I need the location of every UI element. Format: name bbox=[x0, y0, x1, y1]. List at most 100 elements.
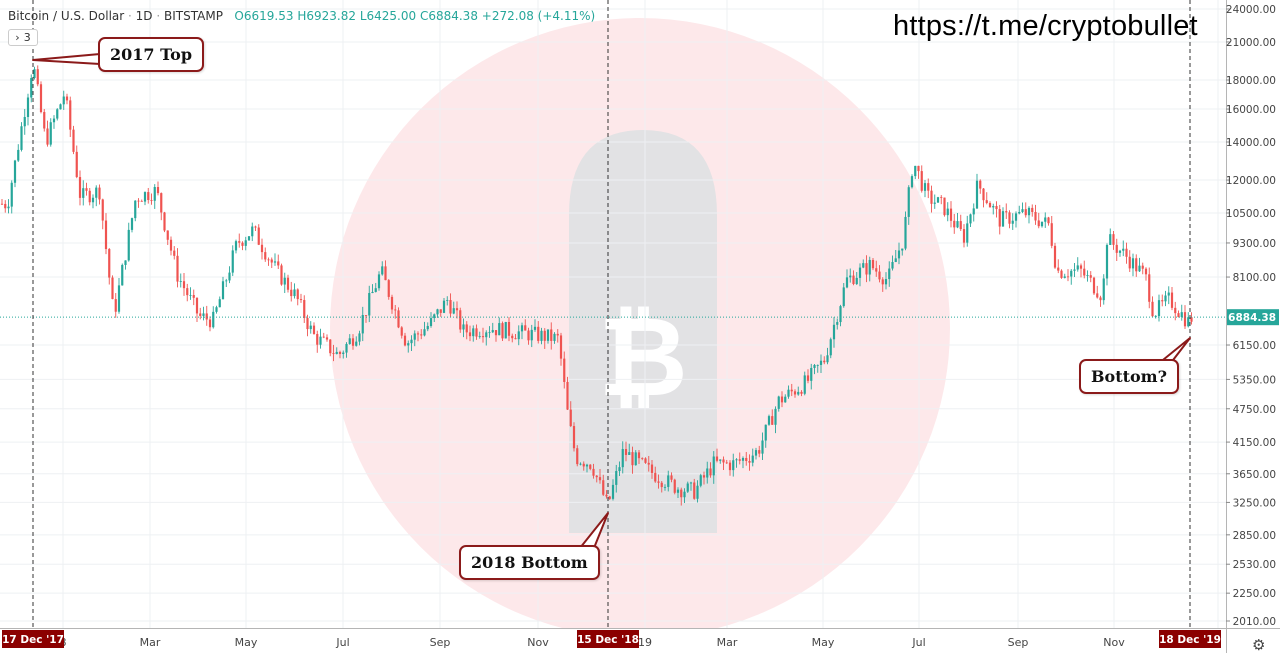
candle-body bbox=[316, 333, 319, 345]
candle-body bbox=[384, 266, 387, 281]
grid-lines bbox=[0, 0, 1226, 628]
candle-body bbox=[426, 325, 429, 330]
exchange-label: BITSTAMP bbox=[164, 9, 223, 23]
candle-body bbox=[319, 336, 322, 345]
last-price-tag bbox=[1227, 309, 1279, 326]
candle-body bbox=[767, 416, 771, 425]
candle-body bbox=[686, 483, 689, 492]
candle-body bbox=[998, 209, 1001, 227]
last-price-label: 6884.38 bbox=[1228, 312, 1276, 324]
y-tick-label: 4150.00 bbox=[1233, 437, 1276, 449]
candle-body bbox=[260, 244, 264, 253]
candle-body bbox=[205, 313, 208, 320]
candle-body bbox=[878, 271, 881, 280]
candle-body bbox=[1018, 211, 1021, 214]
symbol-name[interactable]: Bitcoin / U.S. Dollar bbox=[8, 9, 125, 23]
candle-body bbox=[251, 226, 254, 237]
candle-body bbox=[82, 188, 85, 198]
candle-body bbox=[530, 329, 533, 341]
candle-body bbox=[901, 248, 904, 251]
callout-2018-bottom: 2018 Bottom bbox=[459, 545, 600, 580]
y-tick-label: 2530.00 bbox=[1233, 559, 1276, 571]
candle-body bbox=[667, 475, 670, 487]
x-tick-label: Jul bbox=[911, 636, 925, 649]
candle-body bbox=[111, 277, 114, 300]
candle-body bbox=[670, 475, 673, 480]
candle-body bbox=[56, 109, 59, 119]
candle-body bbox=[455, 308, 459, 311]
candle-body bbox=[1102, 278, 1105, 301]
candle-body bbox=[7, 206, 10, 209]
candle-body bbox=[758, 450, 761, 454]
candle-body bbox=[134, 200, 137, 219]
candle-body bbox=[858, 267, 862, 278]
candle-body bbox=[494, 330, 498, 336]
candle-body bbox=[33, 69, 36, 79]
candle-body bbox=[517, 331, 520, 340]
candle-body bbox=[413, 333, 416, 340]
candle-body bbox=[166, 230, 169, 240]
indicators-toggle-button[interactable]: › 3 bbox=[8, 29, 38, 46]
candle-body bbox=[888, 268, 891, 280]
candle-body bbox=[179, 281, 182, 282]
candle-body bbox=[442, 300, 446, 313]
candle-body bbox=[156, 187, 160, 194]
candle-body bbox=[589, 464, 592, 469]
candle-body bbox=[280, 265, 283, 285]
y-tick-label: 12000.00 bbox=[1226, 175, 1276, 187]
callout-2017-top-pointer bbox=[32, 53, 101, 65]
candle-body bbox=[628, 452, 631, 455]
candle-body bbox=[842, 287, 845, 307]
bullet-watermark: ₿ bbox=[330, 18, 950, 638]
callout-bottom-question: Bottom? bbox=[1079, 359, 1179, 394]
candle-body bbox=[462, 324, 465, 330]
candle-body bbox=[127, 229, 130, 261]
chevron-right-icon: › bbox=[15, 31, 20, 44]
candle-body bbox=[306, 318, 309, 330]
candle-body bbox=[394, 309, 397, 311]
candle-body bbox=[296, 289, 299, 300]
candle-body bbox=[1096, 293, 1099, 298]
candle-body bbox=[468, 332, 472, 337]
x-tick-label: Nov bbox=[527, 636, 549, 649]
candle-body bbox=[1180, 312, 1183, 317]
candle-body bbox=[920, 171, 923, 191]
candle-body bbox=[351, 338, 355, 346]
indicator-count: 3 bbox=[23, 31, 31, 44]
y-tick-label: 9300.00 bbox=[1233, 238, 1276, 250]
date-tag bbox=[2, 630, 64, 648]
candle-body bbox=[59, 104, 62, 110]
time-axis[interactable]: 8MarMayJulSepNov19MarMayJulSepNov017 Dec… bbox=[0, 628, 1280, 653]
gear-icon[interactable]: ⚙ bbox=[1252, 636, 1266, 654]
candle-body bbox=[582, 463, 585, 467]
y-tick-label: 14000.00 bbox=[1226, 137, 1276, 149]
price-axis[interactable]: 24000.00 21000.00 18000.00 16000.00 14000.00… bbox=[1226, 0, 1280, 653]
candle-body bbox=[169, 239, 173, 251]
candle-body bbox=[231, 250, 234, 273]
candle-body bbox=[501, 323, 504, 339]
candle-body bbox=[1099, 297, 1102, 301]
candle-body bbox=[46, 128, 49, 145]
candle-body bbox=[819, 360, 823, 365]
candle-body bbox=[407, 343, 410, 346]
candle-body bbox=[1031, 207, 1034, 212]
candle-body bbox=[969, 214, 972, 224]
candle-body bbox=[160, 193, 163, 213]
x-tick-label: Jul bbox=[335, 636, 349, 649]
x-tick-label: Nov bbox=[1103, 636, 1125, 649]
candle-body bbox=[832, 324, 836, 340]
candle-body bbox=[325, 337, 329, 340]
candle-body bbox=[868, 259, 871, 275]
change-value: +272.08 (+4.11%) bbox=[481, 9, 596, 23]
interval-label[interactable]: 1D bbox=[135, 9, 153, 23]
candle-body bbox=[829, 339, 832, 356]
candle-body bbox=[514, 338, 517, 340]
candle-body bbox=[719, 459, 722, 461]
date-tag-label: 15 Dec '18 bbox=[577, 634, 639, 646]
candle-body bbox=[88, 190, 91, 203]
candle-body bbox=[559, 335, 563, 359]
candle-body bbox=[836, 322, 839, 325]
candle-body bbox=[364, 315, 368, 316]
candle-body bbox=[563, 358, 566, 382]
